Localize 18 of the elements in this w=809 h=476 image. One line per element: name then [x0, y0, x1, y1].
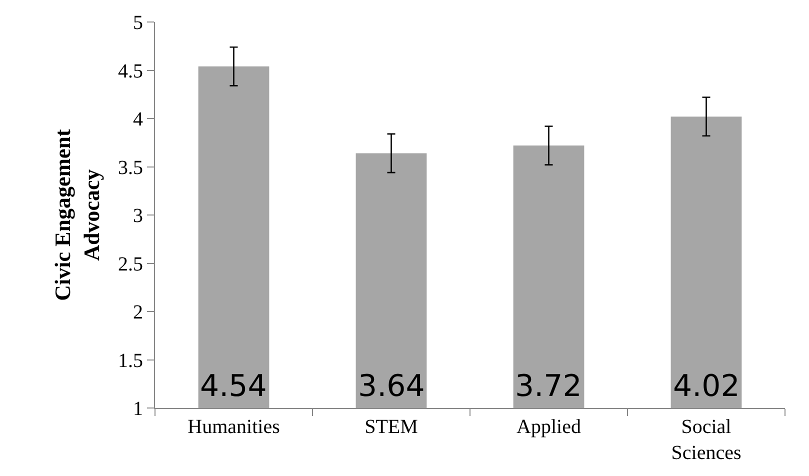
x-tick-label: STEM [364, 416, 418, 438]
y-tick-label: 3 [133, 205, 143, 227]
x-tick-label: Social Sciences [671, 416, 742, 464]
x-tick-label: Humanities [188, 416, 280, 438]
y-tick-label: 1.5 [118, 350, 143, 372]
y-axis-title: Civic Engagement Advocacy [50, 128, 104, 301]
y-tick-label: 4.5 [118, 60, 143, 82]
y-tick-label: 2 [133, 302, 143, 324]
data-label: 3.72 [515, 369, 582, 404]
y-tick-label: 1 [133, 398, 143, 420]
y-tick-label: 3.5 [118, 156, 143, 179]
y-tick-label: 5 [133, 12, 143, 34]
y-tick-label: 2.5 [118, 253, 143, 276]
y-tick-label: 4 [133, 108, 143, 130]
data-label: 4.54 [200, 369, 267, 404]
data-label: 3.64 [358, 369, 425, 404]
x-tick-label: Applied [516, 416, 581, 438]
data-label: 4.02 [673, 369, 740, 404]
